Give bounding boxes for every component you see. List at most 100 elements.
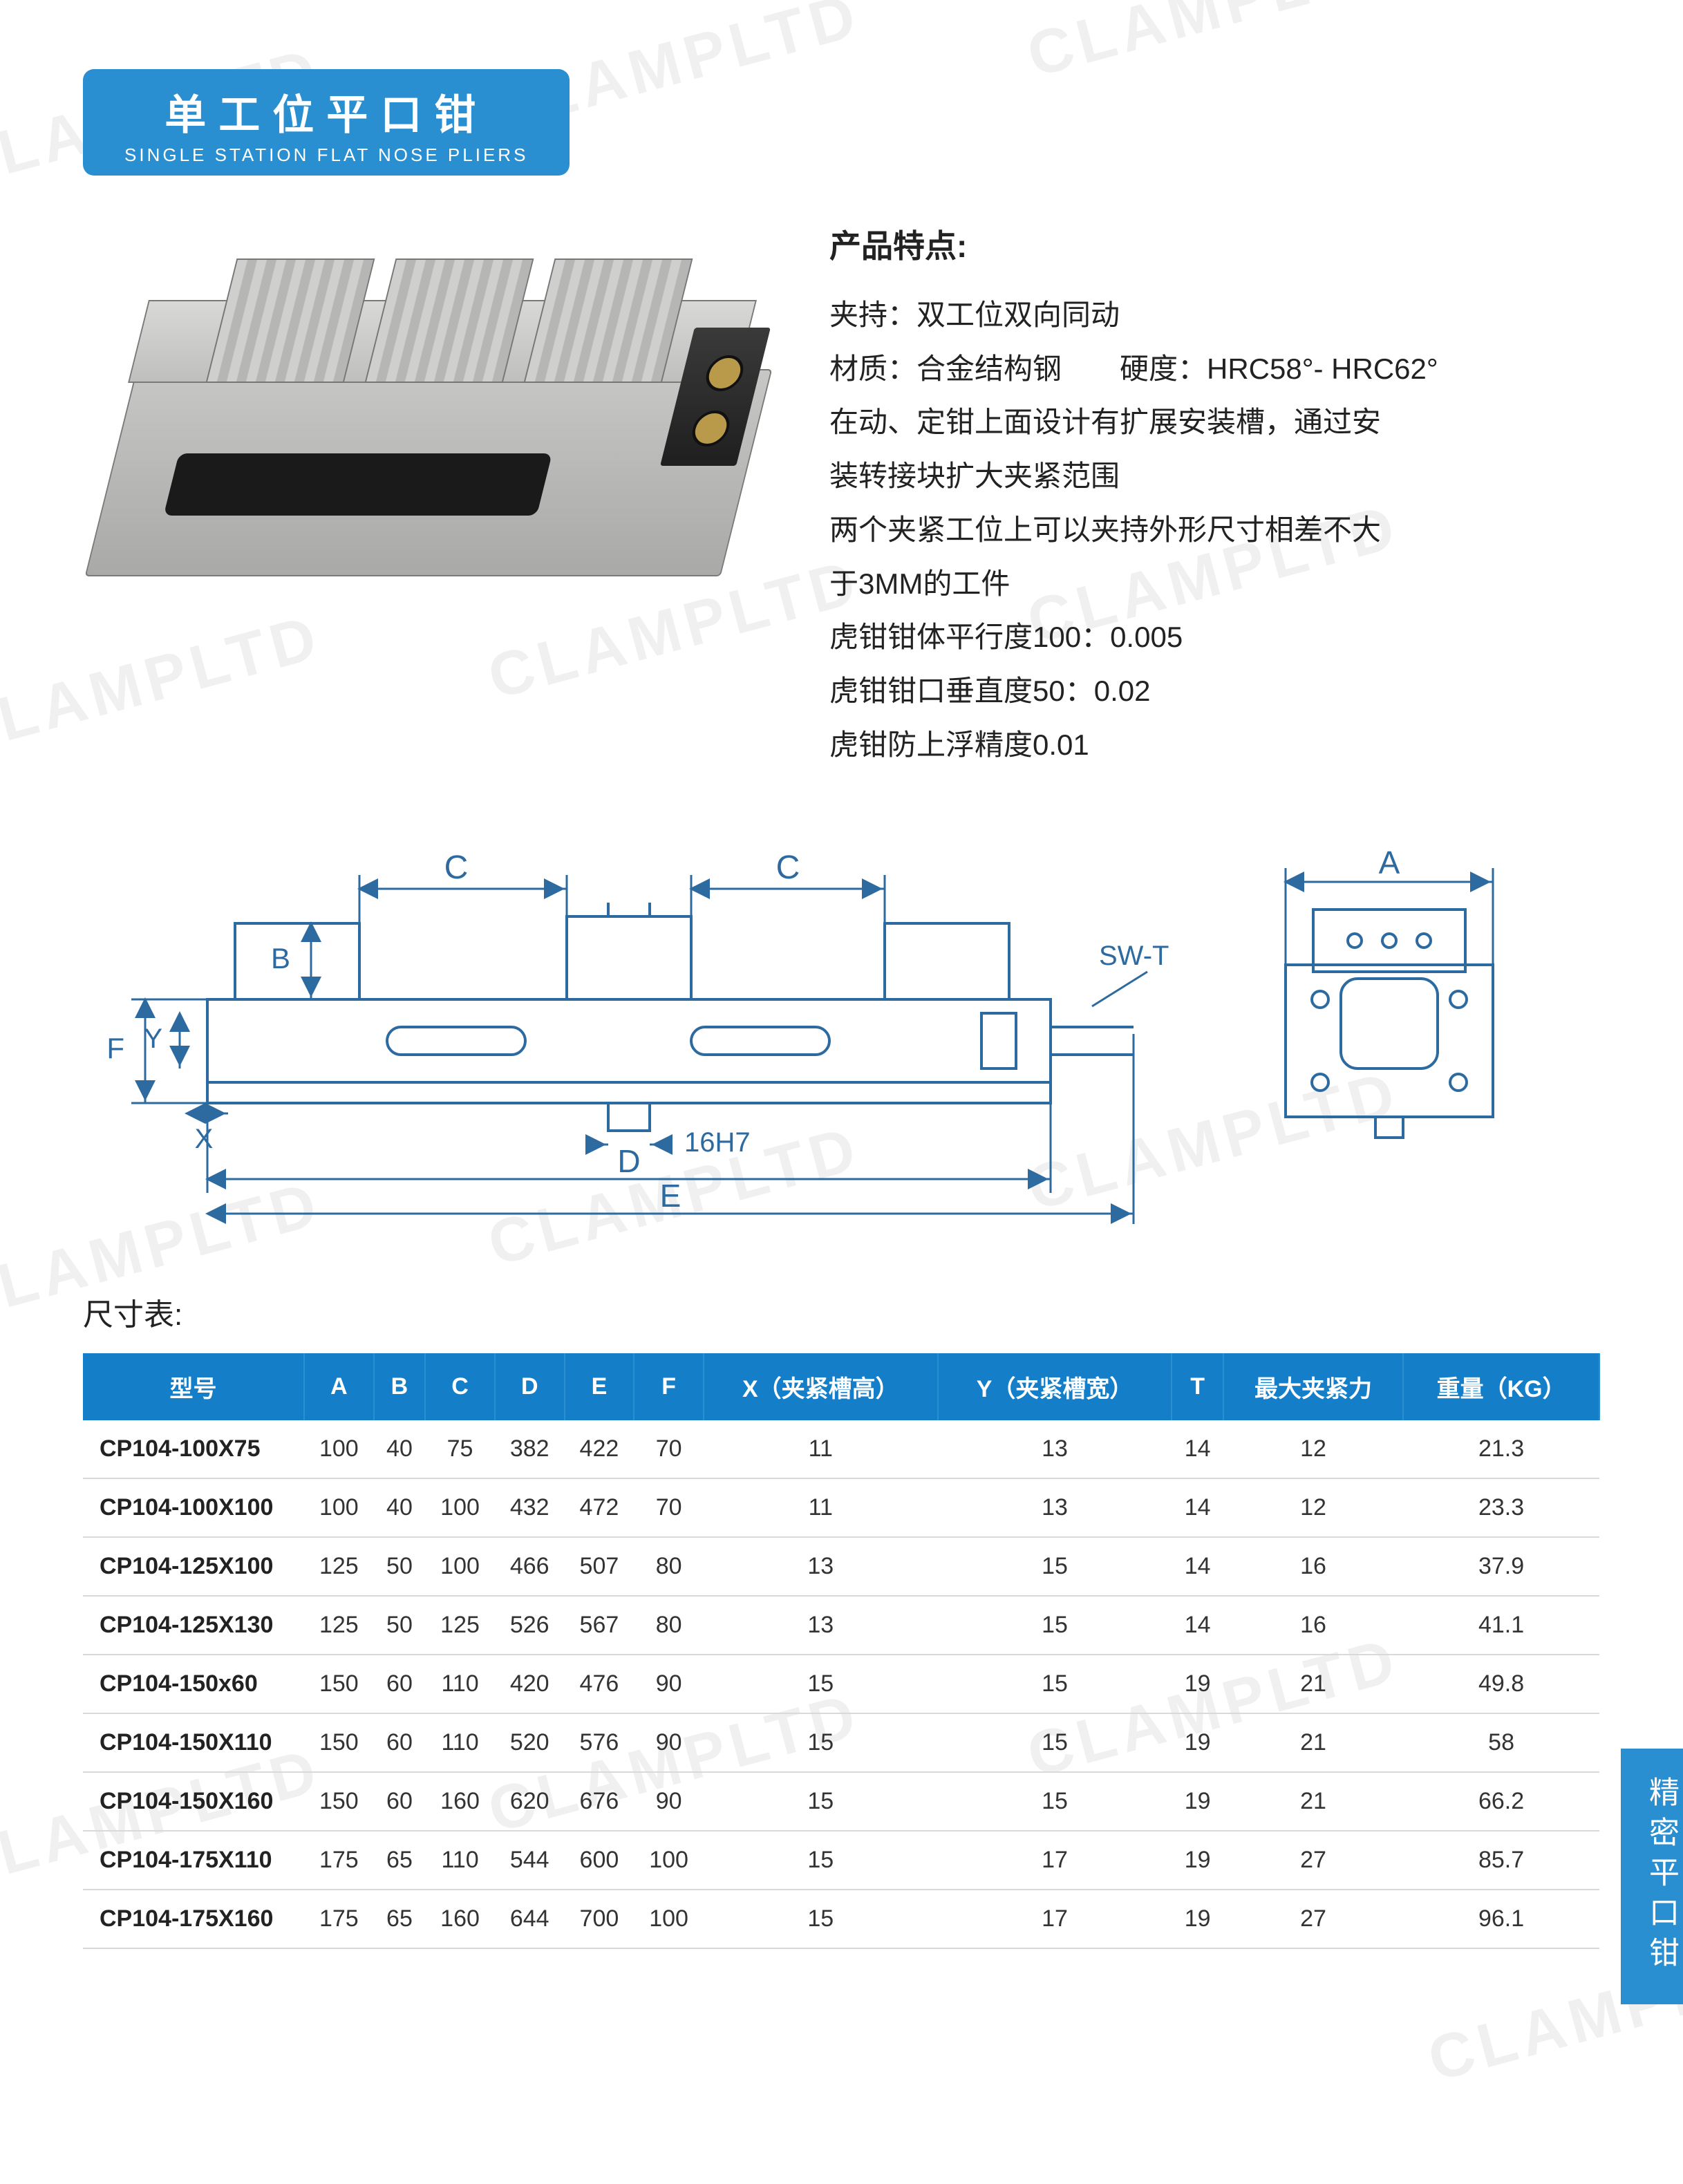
table-cell: 15 [704,1772,938,1831]
table-cell: 40 [374,1478,426,1537]
table-cell: 620 [495,1772,565,1831]
table-cell: 100 [634,1831,704,1890]
table-cell: 65 [374,1831,426,1890]
table-cell: 15 [704,1655,938,1713]
table-cell: 19 [1172,1772,1223,1831]
table-cell: 15 [938,1713,1172,1772]
dim-label: Y [144,1024,162,1054]
table-cell: 507 [565,1537,634,1596]
table-row: CP104-100X751004075382422701113141221.3 [83,1420,1599,1478]
table-cell: 50 [374,1596,426,1655]
table-cell: 19 [1172,1713,1223,1772]
table-row: CP104-175X160175651606447001001517192796… [83,1890,1599,1948]
technical-drawings: C C B F Y [83,840,1600,1227]
table-cell: CP104-150X160 [83,1772,304,1831]
table-cell: 600 [565,1831,634,1890]
table-cell: 644 [495,1890,565,1948]
table-row: CP104-150x6015060110420476901515192149.8 [83,1655,1599,1713]
table-header-cell: 重量（KG） [1403,1353,1599,1420]
table-cell: CP104-175X160 [83,1890,304,1948]
drawing-front: C C B F Y [83,840,1203,1227]
table-header-cell: 型号 [83,1353,304,1420]
table-cell: 15 [938,1537,1172,1596]
table-cell: 175 [304,1831,374,1890]
table-cell: 11 [704,1478,938,1537]
table-cell: 96.1 [1403,1890,1599,1948]
table-row: CP104-175X110175651105446001001517192785… [83,1831,1599,1890]
dim-label: 16H7 [684,1127,751,1158]
table-cell: 58 [1403,1713,1599,1772]
table-cell: 50 [374,1537,426,1596]
table-cell: 472 [565,1478,634,1537]
table-cell: CP104-150X110 [83,1713,304,1772]
table-cell: 11 [704,1420,938,1478]
table-cell: 12 [1223,1420,1403,1478]
table-cell: 160 [425,1890,495,1948]
table-row: CP104-150X11015060110520576901515192158 [83,1713,1599,1772]
table-header-cell: Y（夹紧槽宽） [938,1353,1172,1420]
features-line: 两个夹紧工位上可以夹持外形尺寸相差不大 [829,503,1600,557]
table-header-cell: E [565,1353,634,1420]
table-cell: 80 [634,1596,704,1655]
table-cell: 49.8 [1403,1655,1599,1713]
features-line: 虎钳防上浮精度0.01 [829,718,1600,772]
features-line: 装转接块扩大夹紧范围 [829,449,1600,503]
table-cell: CP104-150x60 [83,1655,304,1713]
table-header-cell: F [634,1353,704,1420]
table-cell: 13 [704,1537,938,1596]
dim-label: X [195,1124,214,1154]
table-cell: 125 [304,1596,374,1655]
dim-label: B [271,942,290,975]
features-line: 虎钳钳体平行度100：0.005 [829,610,1600,664]
table-cell: 13 [704,1596,938,1655]
table-cell: 90 [634,1772,704,1831]
table-cell: 110 [425,1655,495,1713]
features-line: 虎钳钳口垂直度50：0.02 [829,664,1600,718]
features-line: 材质：合金结构钢 硬度：HRC58°- HRC62° [829,342,1600,396]
table-cell: 150 [304,1655,374,1713]
table-cell: 27 [1223,1831,1403,1890]
table-cell: 100 [425,1537,495,1596]
table-cell: 14 [1172,1420,1223,1478]
table-cell: CP104-100X100 [83,1478,304,1537]
table-cell: 21 [1223,1772,1403,1831]
table-cell: 90 [634,1713,704,1772]
features-line: 夹持：双工位双向同动 [829,288,1600,342]
table-header-cell: 最大夹紧力 [1223,1353,1403,1420]
table-cell: 676 [565,1772,634,1831]
dim-label: C [444,849,469,886]
table-cell: CP104-100X75 [83,1420,304,1478]
table-title: 尺寸表: [83,1290,1600,1334]
features-line: 于3MM的工件 [829,557,1600,611]
product-photo [83,217,774,604]
title-banner: 单工位平口钳 SINGLE STATION FLAT NOSE PLIERS [83,69,570,176]
table-cell: 466 [495,1537,565,1596]
table-header-cell: T [1172,1353,1223,1420]
table-header-cell: A [304,1353,374,1420]
table-cell: 15 [938,1596,1172,1655]
dim-label: F [106,1032,124,1064]
table-cell: 16 [1223,1596,1403,1655]
table-cell: CP104-125X100 [83,1537,304,1596]
table-cell: 66.2 [1403,1772,1599,1831]
table-cell: 13 [938,1420,1172,1478]
dim-label: C [776,849,800,886]
features-heading: 产品特点: [829,217,1600,276]
product-features: 产品特点: 夹持：双工位双向同动 材质：合金结构钢 硬度：HRC58°- HRC… [829,217,1600,771]
table-cell: 110 [425,1713,495,1772]
table-cell: 21 [1223,1713,1403,1772]
table-cell: 27 [1223,1890,1403,1948]
table-cell: 422 [565,1420,634,1478]
table-row: CP104-100X10010040100432472701113141223.… [83,1478,1599,1537]
table-cell: 60 [374,1713,426,1772]
table-cell: 13 [938,1478,1172,1537]
dim-label: D [617,1143,640,1179]
table-header-cell: C [425,1353,495,1420]
table-cell: 41.1 [1403,1596,1599,1655]
table-cell: 576 [565,1713,634,1772]
table-cell: 70 [634,1478,704,1537]
table-cell: 125 [425,1596,495,1655]
table-cell: 19 [1172,1655,1223,1713]
table-cell: 65 [374,1890,426,1948]
table-cell: 15 [938,1772,1172,1831]
